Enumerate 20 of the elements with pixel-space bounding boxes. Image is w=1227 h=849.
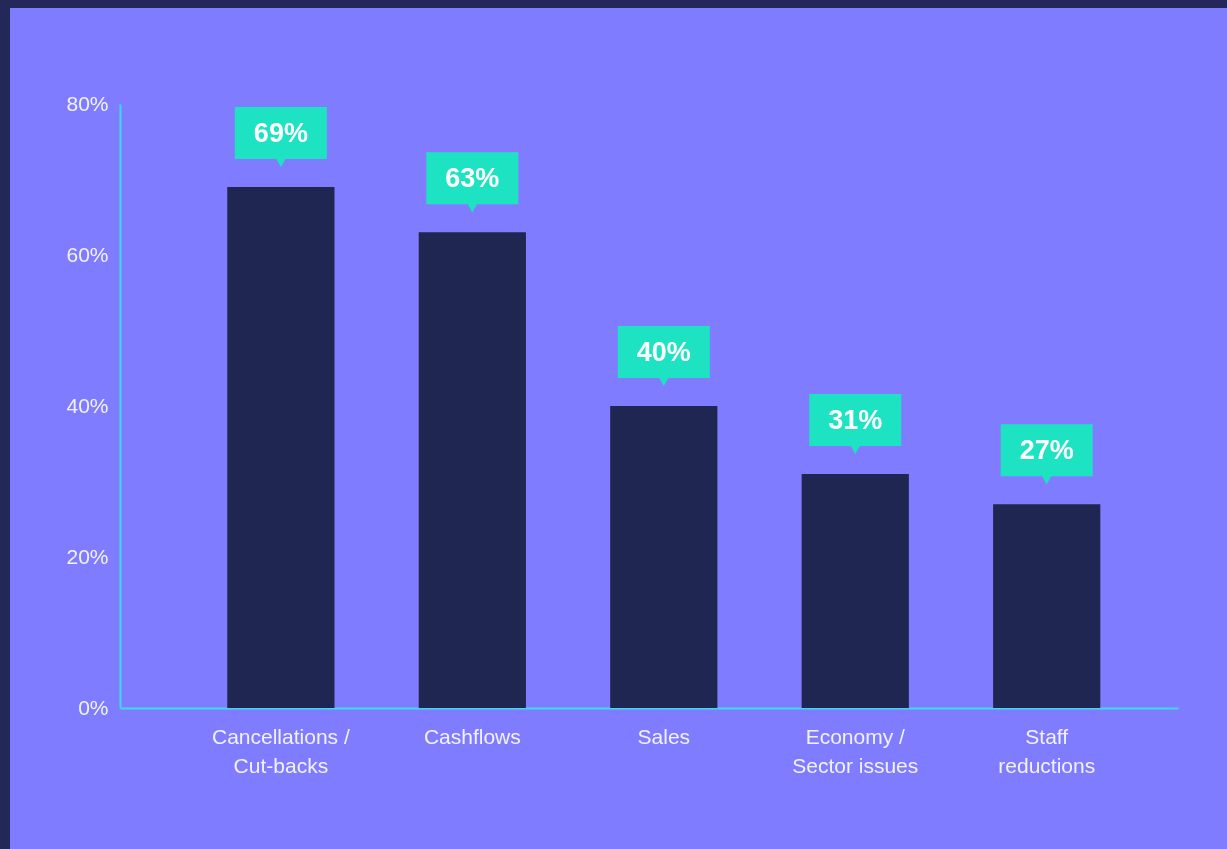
data-label: 40% — [636, 337, 691, 367]
bar — [418, 232, 526, 708]
x-tick-label: Staff reductions — [998, 724, 1096, 777]
y-tick-label: 60% — [66, 242, 109, 266]
bar — [993, 504, 1101, 708]
y-tick-label: 80% — [66, 91, 109, 115]
data-label: 63% — [445, 163, 500, 194]
y-tick-label: 40% — [66, 393, 109, 417]
x-tick-label: Cashflows — [423, 724, 521, 748]
bar — [227, 187, 335, 708]
data-label: 27% — [1019, 435, 1074, 466]
x-tick-label: Cancellations / Cut-backs — [212, 724, 350, 777]
bar — [801, 473, 909, 708]
data-label: 69% — [253, 118, 308, 149]
bar — [610, 406, 718, 708]
x-tick-label: Sales — [637, 724, 691, 748]
y-tick-label: 0% — [78, 695, 109, 719]
y-tick-label: 20% — [66, 544, 109, 568]
data-label: 31% — [828, 404, 883, 435]
x-tick-label: Economy / Sector issues — [792, 724, 919, 777]
